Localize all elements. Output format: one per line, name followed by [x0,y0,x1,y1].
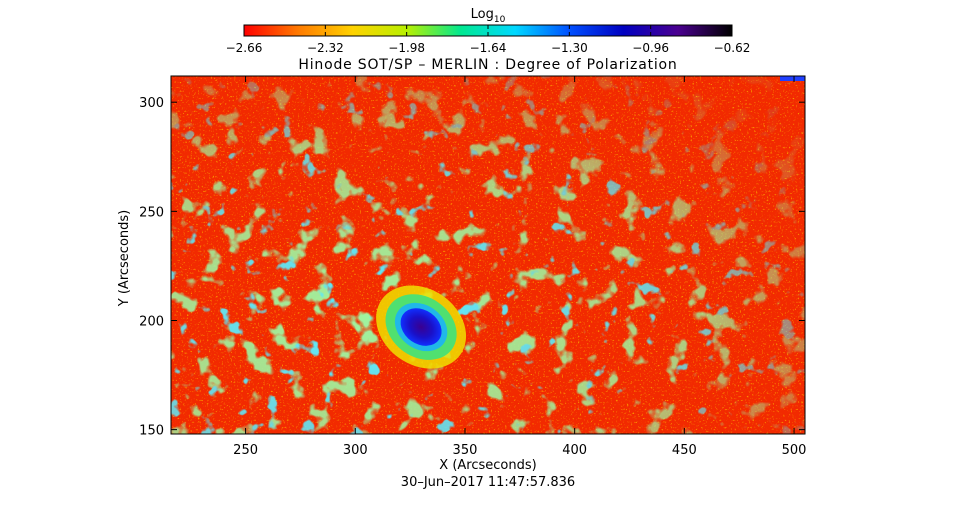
colorbar-tick-label: −0.96 [632,41,669,55]
chart-title: Hinode SOT/SP – MERLIN : Degree of Polar… [298,57,677,73]
colorbar-tick-label: −2.66 [226,41,263,55]
y-tick-label: 300 [139,96,164,111]
y-tick-label: 250 [139,205,164,220]
x-tick-label: 450 [672,443,697,458]
heatmap-cyan-network [171,76,805,434]
x-tick-label: 400 [562,443,587,458]
y-tick-label: 200 [139,314,164,329]
colorbar-tick-label: −2.32 [307,41,344,55]
y-axis: 150 200 250 300 [139,96,805,439]
x-tick-label: 250 [233,443,258,458]
x-axis-label: X (Arcseconds) [439,458,536,473]
x-tick-label: 300 [343,443,368,458]
edge-strip [780,76,805,81]
sunspot-umbra [400,308,442,346]
colorbar-tick-label: −0.62 [714,41,751,55]
timestamp: 30–Jun–2017 11:47:57.836 [401,475,575,490]
y-tick-label: 150 [139,424,164,439]
y-axis-label: Y (Arcseconds) [117,210,132,307]
x-axis: 250 300 350 400 450 500 [233,76,806,458]
x-tick-label: 350 [453,443,478,458]
heatmap [171,76,805,434]
colorbar: Log10 −2.66 −2.32 −1.98 −1.64 −1.30 −0.96 −0.6… [226,7,751,55]
plot-frame [170,75,806,435]
x-tick-label: 500 [782,443,807,458]
colorbar-title: Log10 [471,7,506,25]
network-patches [171,76,805,434]
sunspot [376,285,467,369]
colorbar-tick-label: −1.64 [470,41,507,55]
colorbar-tick-label: −1.30 [551,41,588,55]
colorbar-ticks: −2.66 −2.32 −1.98 −1.64 −1.30 −0.96 −0.62 [226,25,751,55]
colorbar-tick-label: −1.98 [388,41,425,55]
